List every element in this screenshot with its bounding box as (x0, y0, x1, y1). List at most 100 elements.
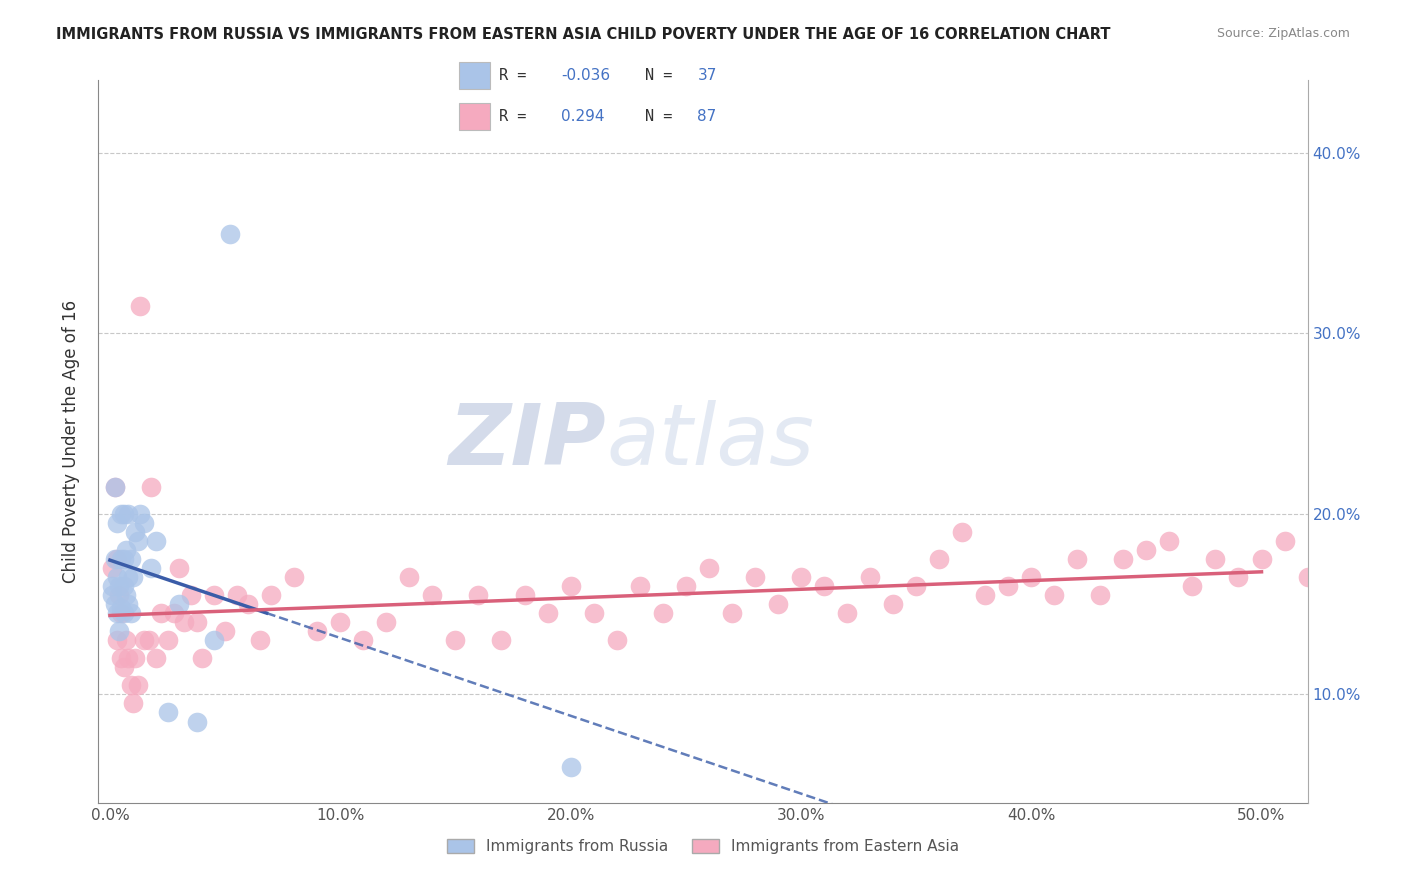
Point (120, 552, 142, 566)
Point (928, 552, 950, 566)
Text: R =: R = (499, 109, 536, 124)
Point (1343, 714, 1365, 729)
Point (467, 588, 489, 602)
Point (697, 561, 720, 575)
Point (117, 597, 139, 611)
Point (145, 651, 167, 665)
Point (108, 624, 131, 639)
Point (186, 714, 208, 729)
Point (766, 597, 789, 611)
Point (163, 606, 186, 620)
Point (127, 678, 149, 692)
Point (105, 606, 128, 620)
Point (214, 624, 236, 639)
Point (536, 606, 558, 620)
Point (675, 579, 697, 593)
Text: atlas: atlas (606, 400, 814, 483)
Y-axis label: Child Poverty Under the Age of 16: Child Poverty Under the Age of 16 (62, 300, 80, 583)
Point (1181, 579, 1204, 593)
Point (105, 570, 128, 584)
Point (120, 678, 142, 692)
Point (905, 579, 928, 593)
Point (117, 651, 139, 665)
Point (117, 570, 139, 584)
Point (398, 570, 420, 584)
Point (1365, 353, 1388, 368)
Point (108, 579, 131, 593)
Point (1274, 533, 1296, 548)
Text: 87: 87 (697, 109, 717, 124)
Text: N =: N = (645, 109, 682, 124)
Point (101, 561, 124, 575)
Point (105, 633, 128, 648)
Point (375, 615, 398, 630)
Point (103, 480, 125, 494)
Point (128, 507, 150, 521)
Legend: Immigrants from Russia, Immigrants from Eastern Asia: Immigrants from Russia, Immigrants from … (440, 833, 966, 860)
Point (115, 633, 138, 648)
Text: ZIP: ZIP (449, 400, 606, 483)
Point (1135, 542, 1157, 557)
Point (110, 507, 132, 521)
Point (422, 588, 444, 602)
Point (307, 624, 329, 639)
Point (110, 600, 132, 615)
Point (606, 633, 628, 648)
Point (191, 651, 214, 665)
Point (1319, 741, 1341, 756)
Point (1019, 570, 1042, 584)
Point (1090, 588, 1112, 602)
Point (218, 227, 240, 241)
FancyBboxPatch shape (460, 62, 491, 89)
Point (1159, 533, 1181, 548)
Point (329, 615, 352, 630)
Point (1227, 570, 1250, 584)
Point (1043, 588, 1066, 602)
Point (997, 579, 1019, 593)
Point (149, 606, 172, 620)
Point (141, 480, 163, 494)
Point (138, 633, 160, 648)
Point (202, 633, 225, 648)
Point (560, 760, 582, 774)
Point (103, 597, 125, 611)
Text: Source: ZipAtlas.com: Source: ZipAtlas.com (1216, 27, 1350, 40)
Point (260, 588, 283, 602)
Point (101, 588, 124, 602)
Point (790, 570, 813, 584)
Text: IMMIGRANTS FROM RUSSIA VS IMMIGRANTS FROM EASTERN ASIA CHILD POVERTY UNDER THE A: IMMIGRANTS FROM RUSSIA VS IMMIGRANTS FRO… (56, 27, 1111, 42)
Point (120, 606, 142, 620)
Text: N =: N = (645, 68, 682, 83)
Point (173, 615, 195, 630)
Text: 0.294: 0.294 (561, 109, 605, 124)
Point (202, 588, 225, 602)
Point (115, 588, 138, 602)
Point (236, 597, 259, 611)
Point (186, 615, 208, 630)
Point (124, 651, 146, 665)
Point (444, 633, 467, 648)
Point (491, 633, 513, 648)
Point (117, 507, 139, 521)
Point (249, 633, 271, 648)
Point (156, 706, 179, 720)
Point (128, 299, 150, 313)
Point (950, 524, 973, 539)
Point (103, 552, 125, 566)
Point (112, 507, 135, 521)
Point (167, 561, 190, 575)
Point (1389, 570, 1406, 584)
Text: -0.036: -0.036 (561, 68, 610, 83)
Point (112, 552, 135, 566)
Point (582, 606, 605, 620)
Point (974, 588, 997, 602)
Point (720, 606, 742, 620)
Point (145, 533, 167, 548)
Point (112, 579, 135, 593)
Text: 37: 37 (697, 68, 717, 83)
Point (180, 588, 202, 602)
Point (1066, 552, 1088, 566)
Point (115, 542, 138, 557)
Point (141, 561, 163, 575)
Point (1112, 552, 1135, 566)
